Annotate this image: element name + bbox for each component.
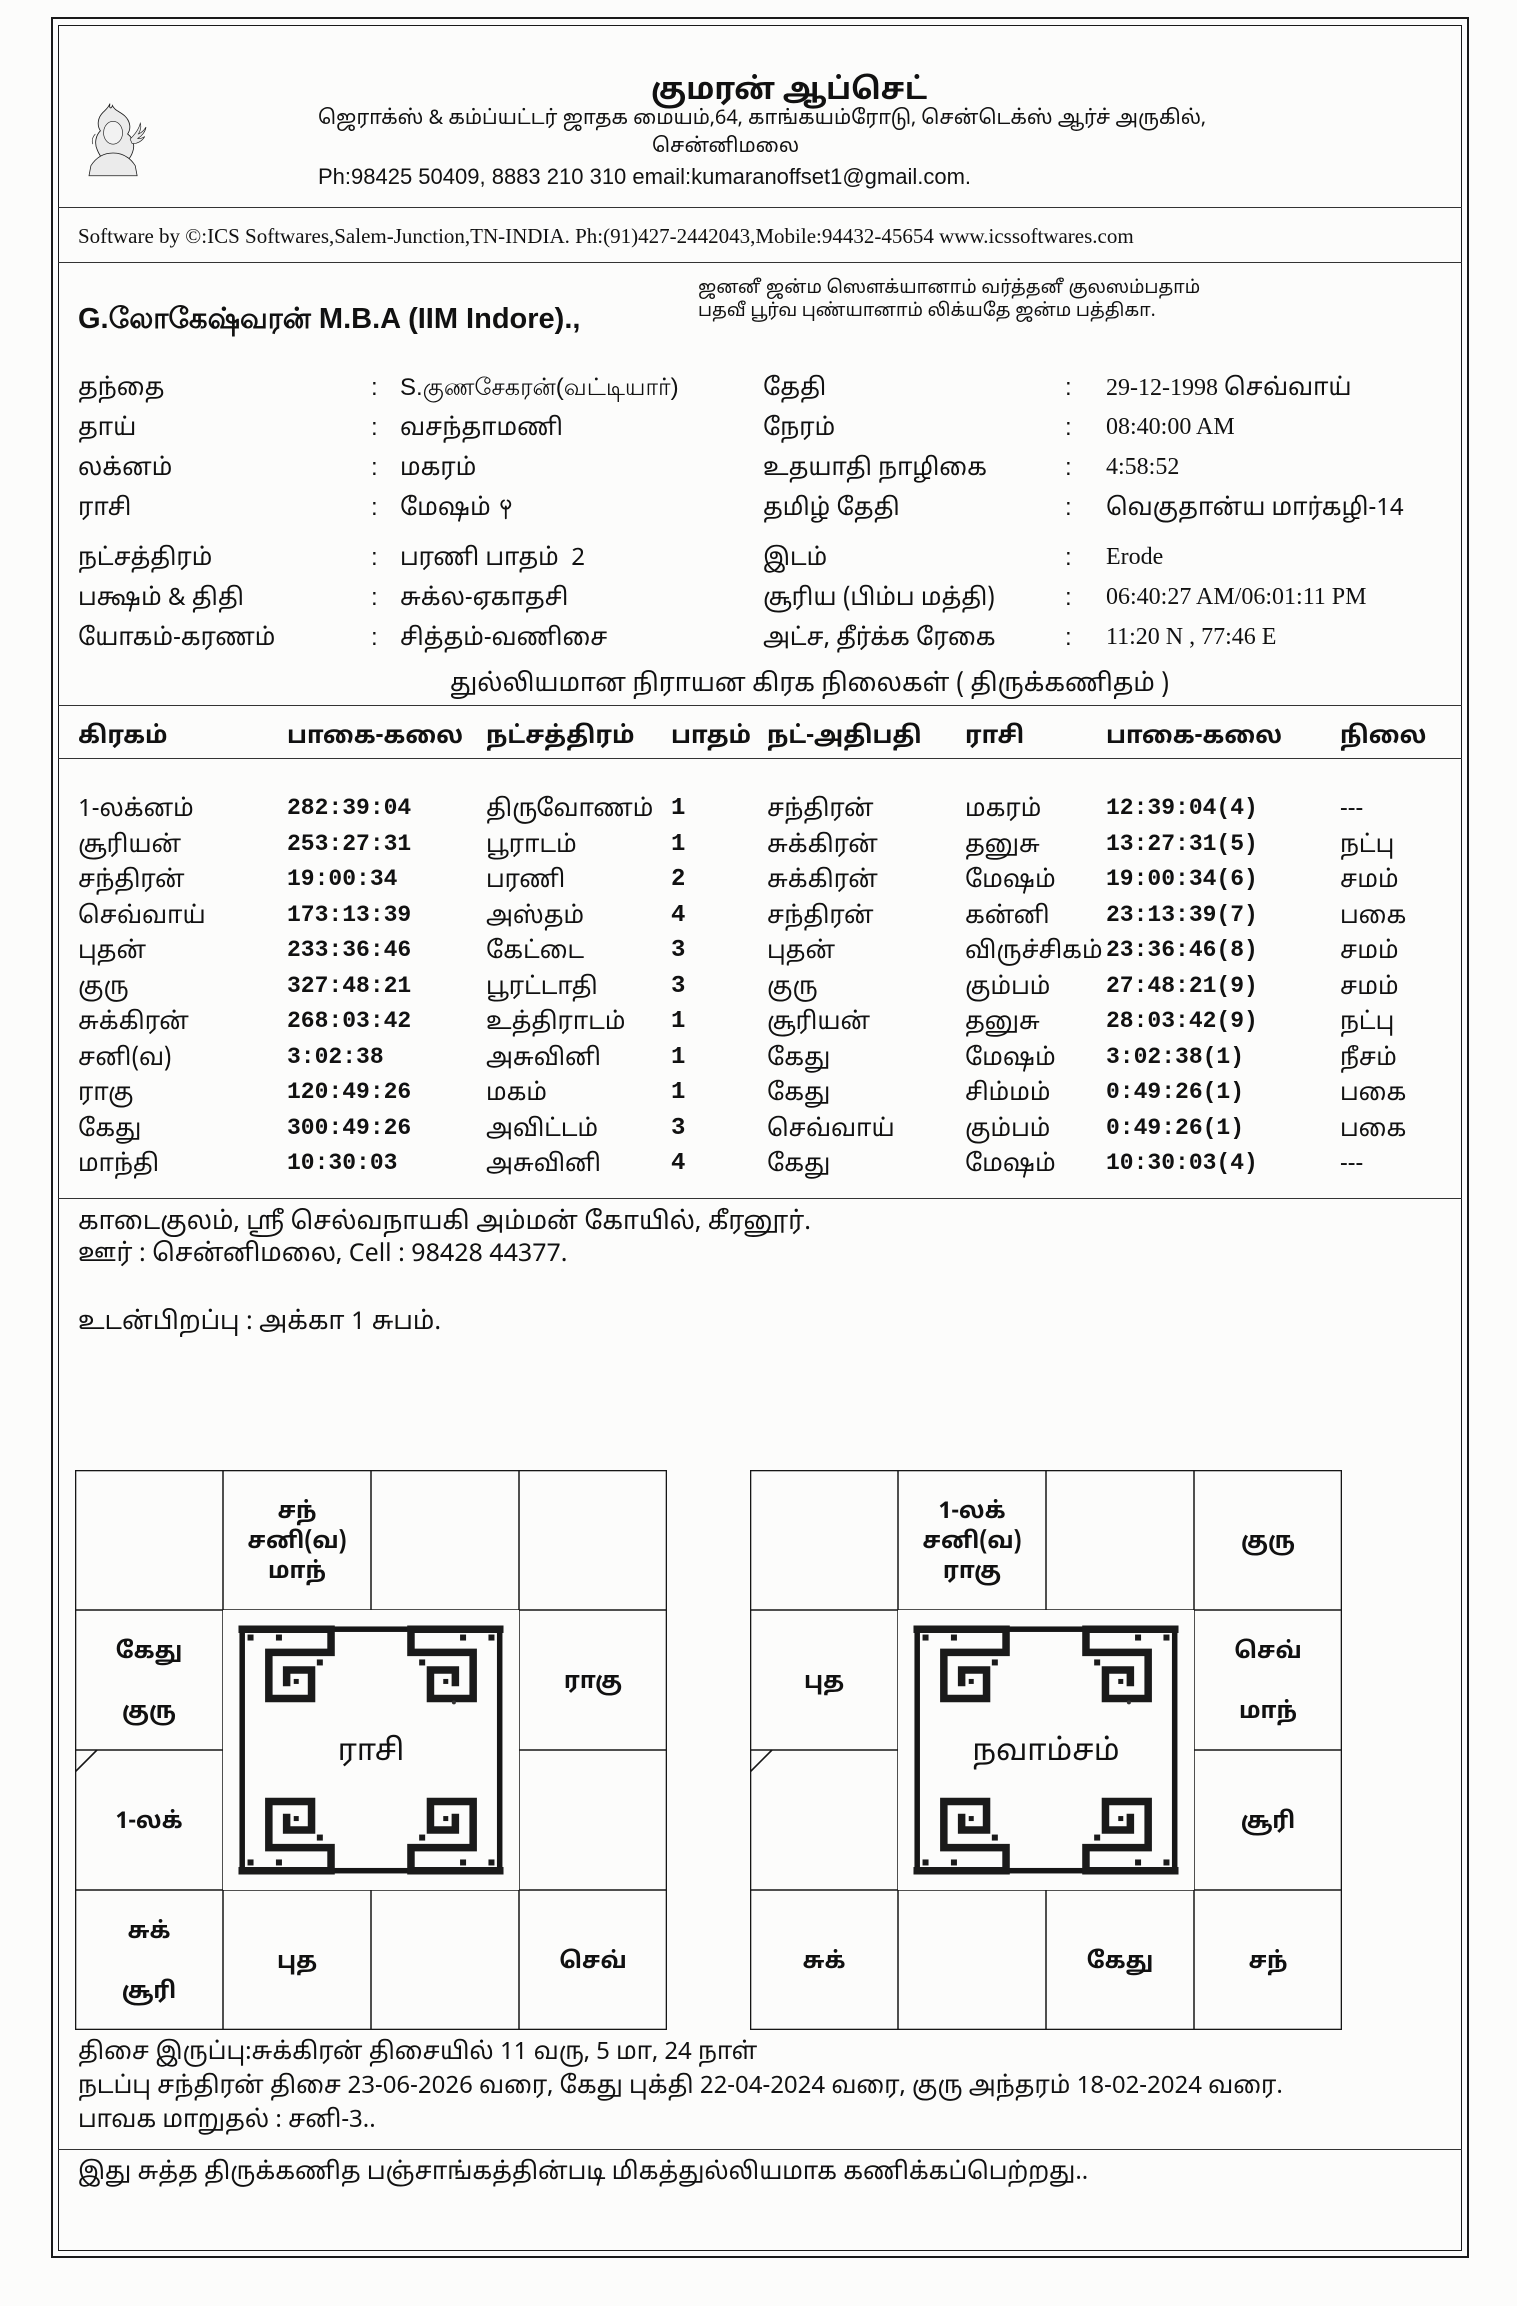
svg-text:மாந்: மாந் xyxy=(268,1558,326,1587)
svg-text:ராகு: ராகு xyxy=(943,1558,1001,1587)
svg-text:ராசி: ராசி xyxy=(338,1734,405,1772)
svg-text:சனி(வ): சனி(வ) xyxy=(922,1528,1021,1557)
svg-text:மாந்: மாந் xyxy=(1239,1698,1297,1727)
svg-text:சுக்: சுக் xyxy=(127,1918,170,1947)
svg-text:சூரி: சூரி xyxy=(1241,1808,1296,1837)
svg-text:கேது: கேது xyxy=(116,1638,183,1667)
svg-text:சனி(வ): சனி(வ) xyxy=(247,1528,346,1557)
svg-text:குரு: குரு xyxy=(122,1698,176,1727)
svg-text:சுக்: சுக் xyxy=(802,1948,845,1977)
svg-text:புத: புத xyxy=(804,1668,844,1697)
svg-text:சூரி: சூரி xyxy=(122,1978,177,2007)
svg-text:1-லக்: 1-லக் xyxy=(115,1808,182,1837)
svg-text:சந்: சந் xyxy=(277,1498,316,1527)
svg-text:1-லக்: 1-லக் xyxy=(938,1498,1005,1527)
svg-text:ராகு: ராகு xyxy=(564,1668,622,1697)
svg-text:நவாம்சம்: நவாம்சம் xyxy=(972,1735,1119,1772)
svg-text:செவ்: செவ் xyxy=(1234,1638,1302,1667)
svg-text:சந்: சந் xyxy=(1248,1948,1287,1977)
svg-text:புத: புத xyxy=(277,1948,317,1977)
svg-text:கேது: கேது xyxy=(1087,1948,1154,1977)
svg-text:செவ்: செவ் xyxy=(559,1948,627,1977)
svg-text:குரு: குரு xyxy=(1241,1528,1295,1557)
